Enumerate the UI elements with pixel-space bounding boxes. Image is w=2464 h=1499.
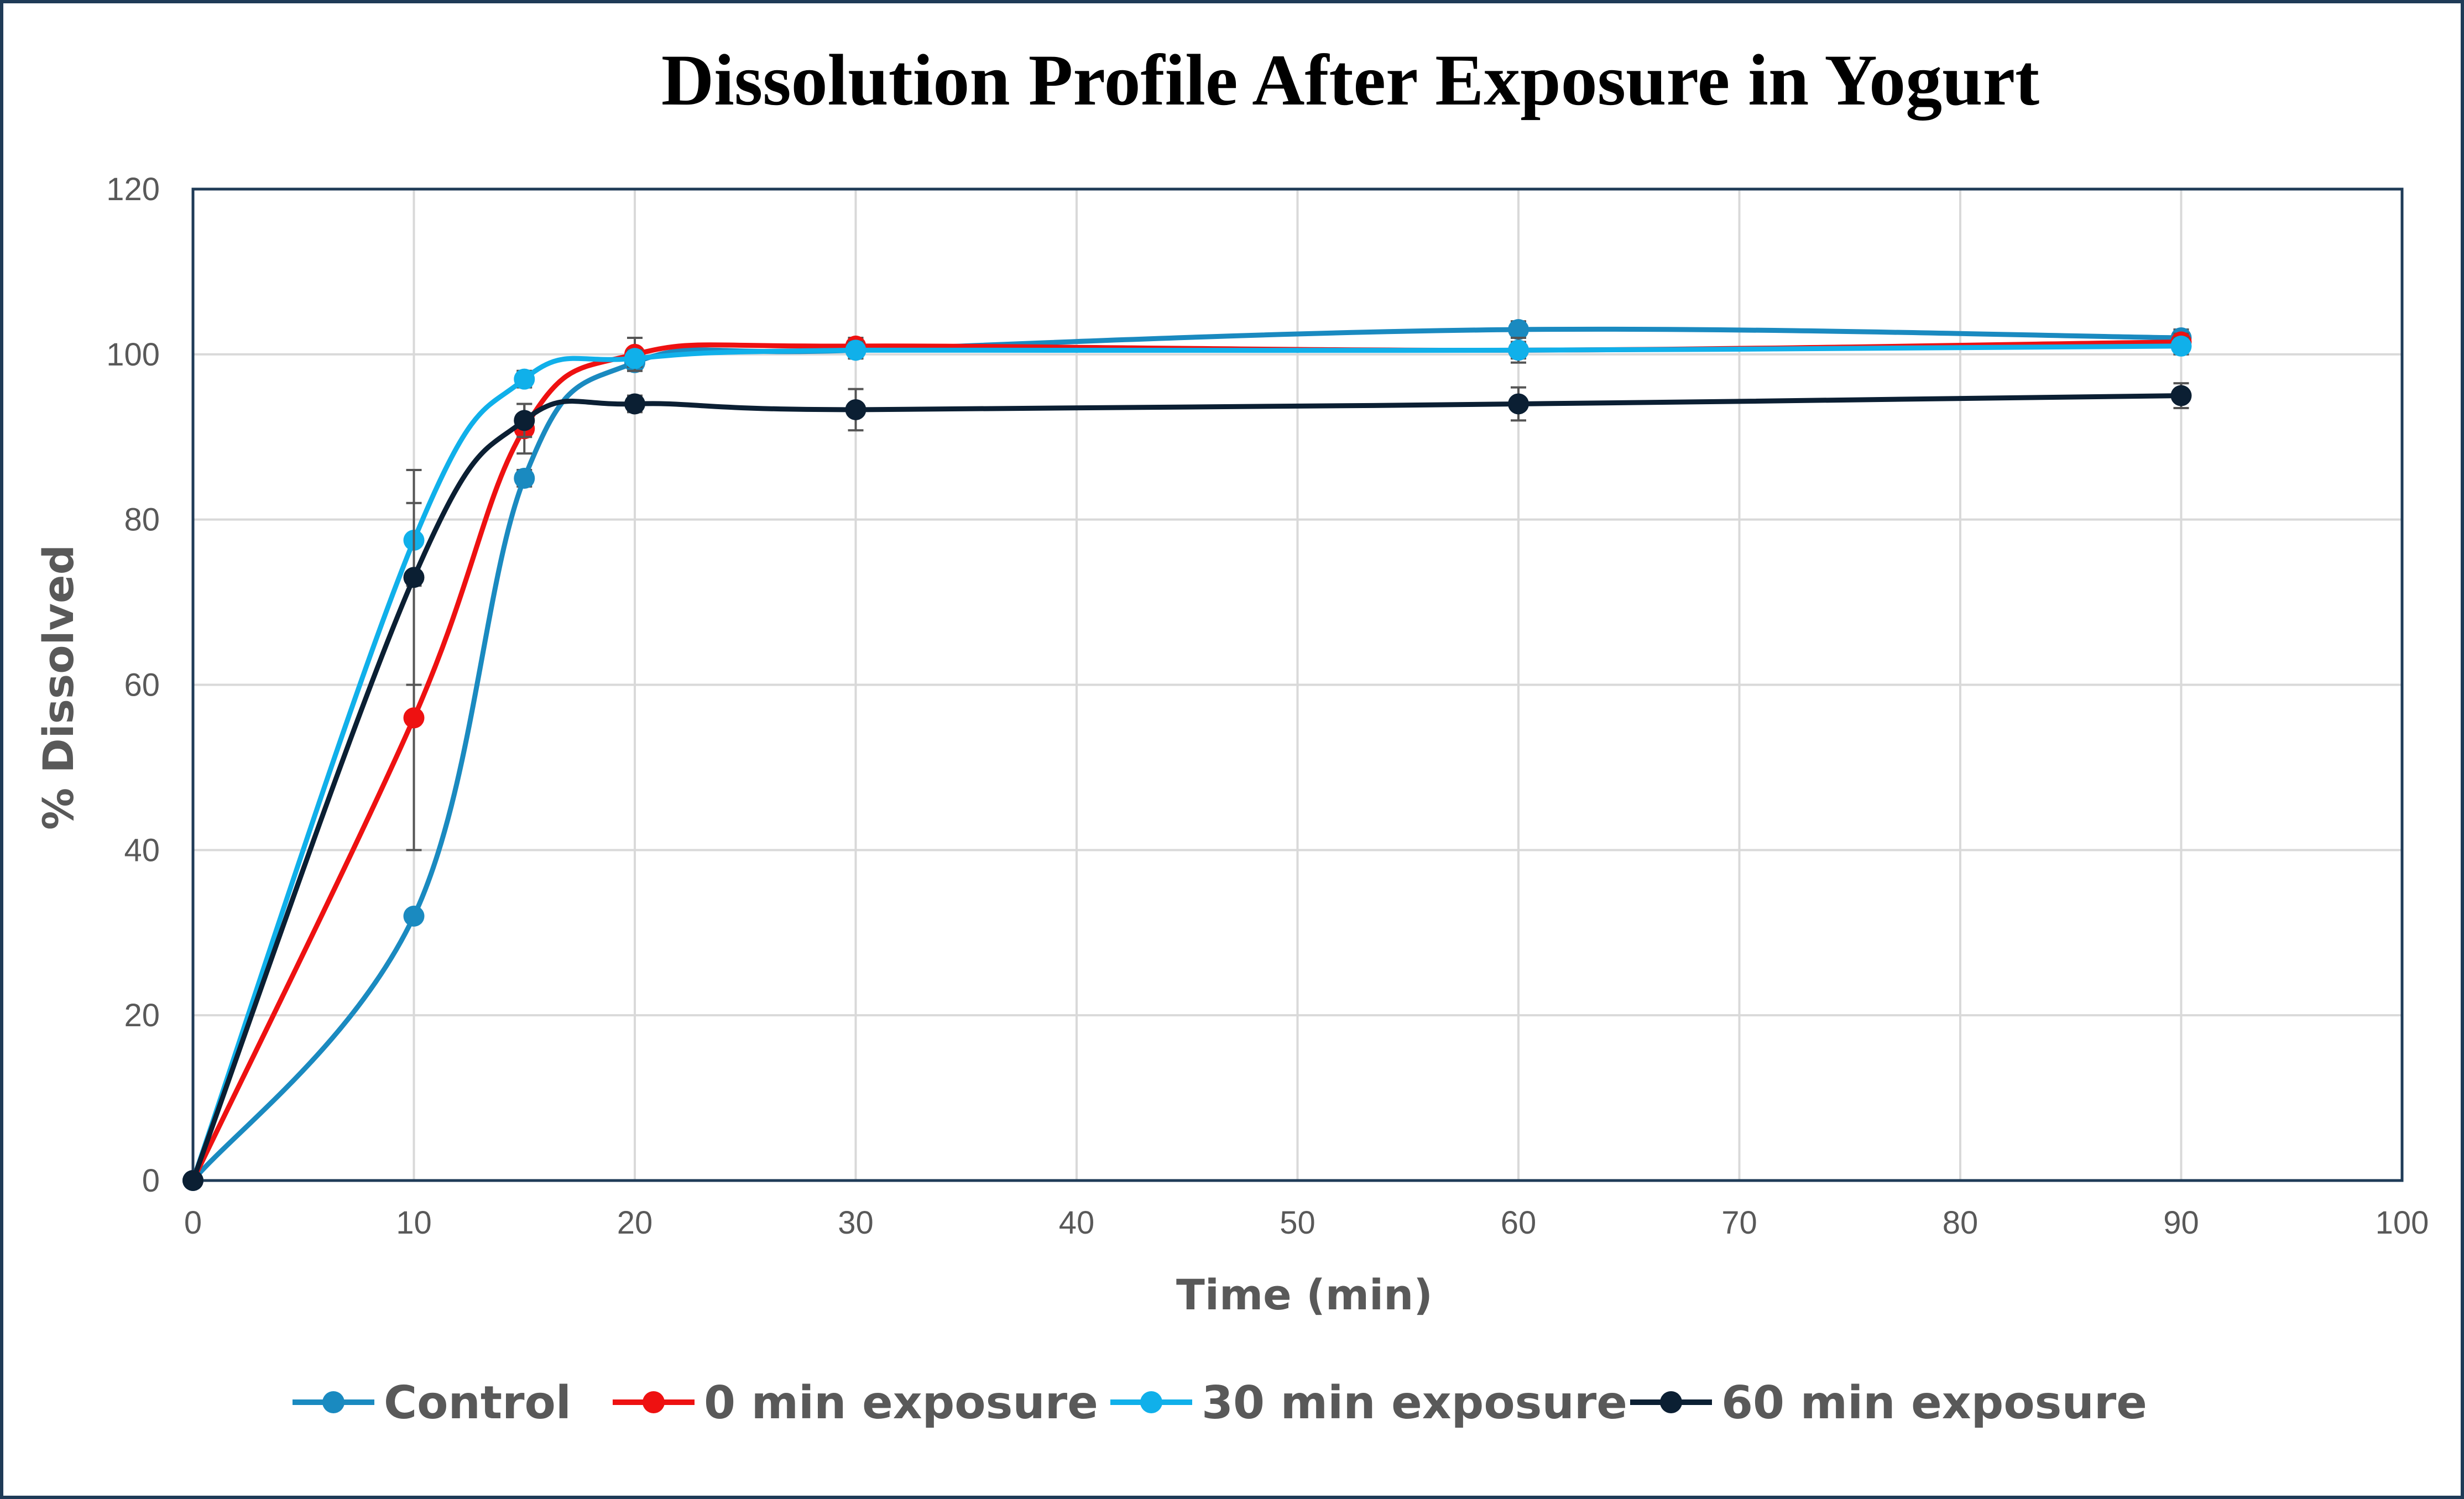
y-tick-label: 20 xyxy=(124,997,160,1033)
series-line xyxy=(190,393,2184,1183)
data-point xyxy=(845,399,866,420)
legend-label: Control xyxy=(384,1377,571,1429)
y-tick-label: 60 xyxy=(124,667,160,703)
data-point xyxy=(1508,319,1529,341)
data-point xyxy=(624,348,645,369)
legend-entry: 30 min exposure xyxy=(1110,1377,1627,1429)
x-tick-label: 80 xyxy=(1943,1205,1978,1241)
x-tick-label: 90 xyxy=(2163,1205,2199,1241)
plot-area-border xyxy=(191,187,2404,1182)
y-tick-label: 40 xyxy=(124,832,160,868)
y-tick-label: 120 xyxy=(106,171,160,207)
legend-entry: 60 min exposure xyxy=(1630,1377,2147,1429)
legend: Control 0 min exposure 30 min exposure 60 m… xyxy=(293,1377,2147,1429)
data-point xyxy=(1508,393,1529,415)
data-point xyxy=(1508,340,1529,361)
x-axis-title: Time (min) xyxy=(1176,1270,1433,1319)
data-point xyxy=(514,368,535,390)
series-line xyxy=(190,343,2184,1183)
data-point xyxy=(182,1170,203,1191)
data-point xyxy=(2170,335,2192,357)
x-tick-label: 30 xyxy=(838,1205,874,1241)
legend-label: 60 min exposure xyxy=(1721,1377,2147,1429)
x-tick-label: 0 xyxy=(184,1205,202,1241)
x-tick-label: 40 xyxy=(1059,1205,1095,1241)
legend-marker xyxy=(643,1391,665,1413)
x-tick-label: 20 xyxy=(617,1205,653,1241)
series-lines xyxy=(182,319,2192,1191)
legend-entry: 0 min exposure xyxy=(613,1377,1098,1429)
data-point xyxy=(403,707,425,729)
legend-entry: Control xyxy=(293,1377,571,1429)
axes: 0 10 20 30 40 50 60 70 80 90 100 0 20 40 60 80 100 120 xyxy=(106,171,2429,1241)
chart-title: Dissolution Profile After Exposure in Yo… xyxy=(661,39,2039,121)
data-point xyxy=(403,905,425,927)
x-tick-label: 50 xyxy=(1280,1205,1315,1241)
data-point xyxy=(2170,385,2192,406)
data-point xyxy=(514,410,535,431)
data-point xyxy=(514,467,535,489)
y-axis-title: % Dissolved xyxy=(34,545,83,830)
series-60-min-exposure xyxy=(182,382,2192,1191)
x-tick-label: 60 xyxy=(1501,1205,1537,1241)
legend-marker xyxy=(322,1391,344,1413)
legend-label: 0 min exposure xyxy=(704,1377,1098,1429)
series-30-min-exposure xyxy=(182,335,2192,1191)
data-point xyxy=(624,393,645,415)
data-point xyxy=(845,340,866,361)
series-0-min-exposure xyxy=(182,331,2192,1191)
series-line xyxy=(190,326,2184,1183)
legend-marker xyxy=(1660,1391,1682,1413)
chart: Dissolution Profile After Exposure in Yo… xyxy=(34,39,2429,1429)
y-tick-label: 100 xyxy=(106,337,160,373)
x-tick-label: 10 xyxy=(396,1205,432,1241)
series-line xyxy=(190,339,2184,1183)
legend-marker xyxy=(1140,1391,1162,1413)
data-point xyxy=(403,567,425,588)
x-tick-label: 100 xyxy=(2376,1205,2429,1241)
legend-label: 30 min exposure xyxy=(1202,1377,1627,1429)
y-tick-label: 80 xyxy=(124,502,160,538)
x-tick-label: 70 xyxy=(1721,1205,1757,1241)
y-tick-label: 0 xyxy=(142,1163,160,1199)
